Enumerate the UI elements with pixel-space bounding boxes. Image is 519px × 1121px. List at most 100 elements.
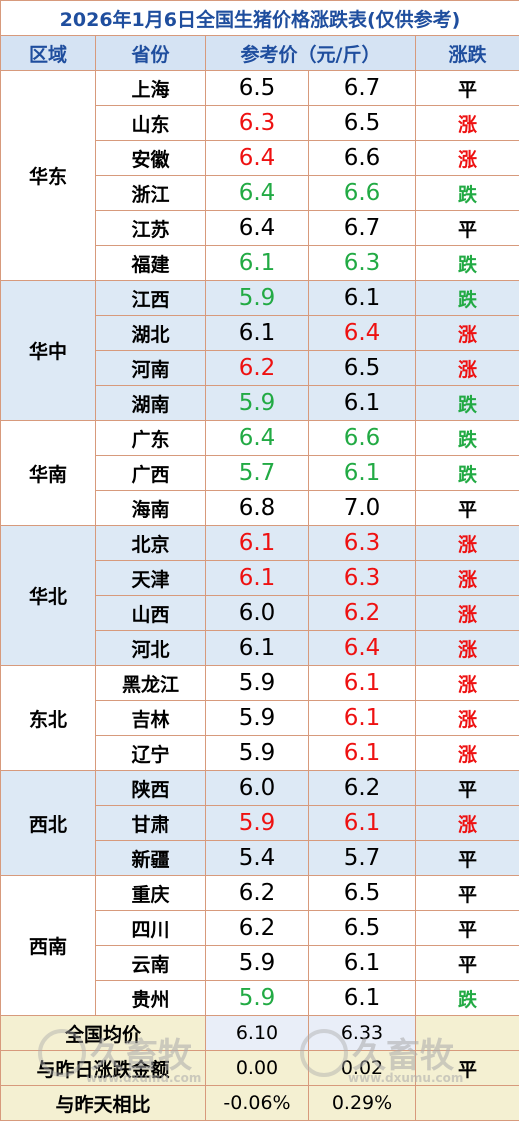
current-price-cell: 6.3 xyxy=(308,560,416,596)
region-cell: 西北 xyxy=(0,770,96,876)
table-row: 西北 陕西 6.0 6.2 平 xyxy=(0,770,519,876)
trend-cell: 跌 xyxy=(414,420,519,456)
table-row: 西南 重庆 6.2 6.5 平 xyxy=(0,875,519,1016)
current-price-cell: 6.6 xyxy=(308,175,416,211)
trend-cell: 跌 xyxy=(414,245,519,281)
previous-price-cell: 5.9 xyxy=(205,805,309,841)
current-price-cell: 6.2 xyxy=(308,595,416,631)
province-cell: 河南 xyxy=(95,350,206,386)
trend-cell: 跌 xyxy=(414,385,519,421)
current-price-cell: 6.5 xyxy=(308,875,416,911)
province-cell: 浙江 xyxy=(95,175,206,211)
province-cell: 山东 xyxy=(95,105,206,141)
previous-price-cell: 5.4 xyxy=(205,840,309,876)
previous-price-cell: 5.9 xyxy=(205,700,309,736)
previous-price-cell: 6.0 xyxy=(205,770,309,806)
previous-price-cell: 6.5 xyxy=(205,70,309,106)
previous-price-cell: 5.9 xyxy=(205,385,309,421)
table-row: 华北 北京 6.1 6.3 涨 xyxy=(0,525,519,666)
trend-cell: 涨 xyxy=(414,700,519,736)
summary-row-average: 全国均价 6.10 6.33 xyxy=(0,1015,519,1051)
table-row: 东北 黑龙江 5.9 6.1 涨 xyxy=(0,665,519,771)
trend-cell: 涨 xyxy=(414,350,519,386)
previous-price-cell: 6.4 xyxy=(205,420,309,456)
previous-price-cell: 6.0 xyxy=(205,595,309,631)
current-price-cell: 6.7 xyxy=(308,210,416,246)
trend-cell: 平 xyxy=(414,70,519,106)
summary-average-trend xyxy=(414,1015,519,1051)
province-cell: 江苏 xyxy=(95,210,206,246)
trend-cell: 平 xyxy=(414,770,519,806)
previous-price-cell: 6.2 xyxy=(205,910,309,946)
summary-row-percent: 与昨天相比 -0.06% 0.29% xyxy=(0,1085,519,1121)
previous-price-cell: 6.3 xyxy=(205,105,309,141)
current-price-cell: 6.1 xyxy=(308,455,416,491)
province-cell: 贵州 xyxy=(95,980,206,1016)
region-cell: 华东 xyxy=(0,70,96,281)
current-price-cell: 6.4 xyxy=(308,630,416,666)
summary-percent-prev: -0.06% xyxy=(205,1085,309,1121)
current-price-cell: 6.1 xyxy=(308,280,416,316)
region-cell: 华中 xyxy=(0,280,96,421)
province-cell: 湖北 xyxy=(95,315,206,351)
province-cell: 上海 xyxy=(95,70,206,106)
summary-percent-cur: 0.29% xyxy=(308,1085,416,1121)
previous-price-cell: 6.1 xyxy=(205,315,309,351)
current-price-cell: 6.6 xyxy=(308,140,416,176)
trend-cell: 平 xyxy=(414,875,519,911)
previous-price-cell: 6.1 xyxy=(205,630,309,666)
current-price-cell: 5.7 xyxy=(308,840,416,876)
current-price-cell: 6.5 xyxy=(308,350,416,386)
trend-cell: 涨 xyxy=(414,525,519,561)
previous-price-cell: 6.1 xyxy=(205,560,309,596)
province-cell: 江西 xyxy=(95,280,206,316)
province-cell: 天津 xyxy=(95,560,206,596)
current-price-cell: 6.1 xyxy=(308,980,416,1016)
table-row: 浙江 6.4 6.6 跌 xyxy=(1,175,519,211)
province-cell: 重庆 xyxy=(95,875,206,911)
province-cell: 辽宁 xyxy=(95,735,206,771)
province-cell: 云南 xyxy=(95,945,206,981)
trend-cell: 涨 xyxy=(414,140,519,176)
table-row: 贵州 5.9 6.1 跌 xyxy=(1,980,519,1016)
current-price-cell: 6.6 xyxy=(308,420,416,456)
province-cell: 河北 xyxy=(95,630,206,666)
current-price-cell: 7.0 xyxy=(308,490,416,526)
province-cell: 甘肃 xyxy=(95,805,206,841)
previous-price-cell: 5.9 xyxy=(205,665,309,701)
header-trend: 涨跌 xyxy=(414,35,519,71)
table-row: 湖北 6.1 6.4 涨 xyxy=(1,315,519,351)
province-cell: 新疆 xyxy=(95,840,206,876)
table-row: 新疆 5.4 5.7 平 xyxy=(1,840,519,876)
current-price-cell: 6.1 xyxy=(308,700,416,736)
trend-cell: 涨 xyxy=(414,665,519,701)
previous-price-cell: 6.2 xyxy=(205,875,309,911)
province-cell: 北京 xyxy=(95,525,206,561)
table-row: 甘肃 5.9 6.1 涨 xyxy=(1,805,519,841)
table-title: 2026年1月6日全国生猪价格涨跌表(仅供参考) xyxy=(0,0,519,36)
summary-percent-label: 与昨天相比 xyxy=(0,1085,206,1121)
trend-cell: 跌 xyxy=(414,455,519,491)
previous-price-cell: 6.1 xyxy=(205,525,309,561)
province-cell: 四川 xyxy=(95,910,206,946)
region-cell: 东北 xyxy=(0,665,96,771)
table-row: 河南 6.2 6.5 涨 xyxy=(1,350,519,386)
trend-cell: 平 xyxy=(414,910,519,946)
trend-cell: 涨 xyxy=(414,315,519,351)
summary-percent-trend xyxy=(414,1085,519,1121)
previous-price-cell: 6.4 xyxy=(205,140,309,176)
summary-change-trend: 平 xyxy=(414,1050,519,1086)
table-row: 辽宁 5.9 6.1 涨 xyxy=(1,735,519,771)
table-row: 江苏 6.4 6.7 平 xyxy=(1,210,519,246)
table-row: 海南 6.8 7.0 平 xyxy=(1,490,519,526)
previous-price-cell: 5.9 xyxy=(205,945,309,981)
trend-cell: 平 xyxy=(414,945,519,981)
current-price-cell: 6.1 xyxy=(308,385,416,421)
table-row: 吉林 5.9 6.1 涨 xyxy=(1,700,519,736)
table-row: 河北 6.1 6.4 涨 xyxy=(1,630,519,666)
current-price-cell: 6.1 xyxy=(308,945,416,981)
province-cell: 吉林 xyxy=(95,700,206,736)
province-cell: 广东 xyxy=(95,420,206,456)
summary-change-label: 与昨日涨跌金额 xyxy=(0,1050,206,1086)
